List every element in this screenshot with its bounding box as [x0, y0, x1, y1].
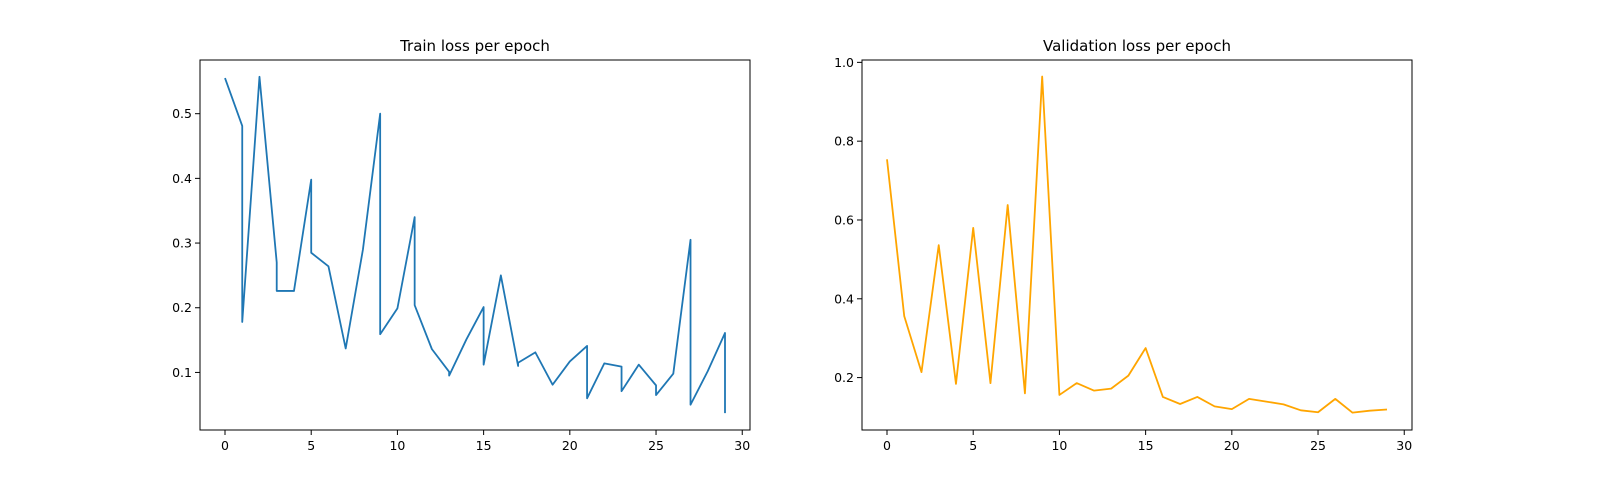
validation-loss-chart: Validation loss per epoch 0 5 10 15 20 25 30 0.… [834, 37, 1413, 453]
x-tick-label: 30 [1396, 438, 1412, 453]
y-tick-label: 0.4 [172, 171, 192, 186]
y-tick-label: 0.2 [172, 300, 192, 315]
chart-title: Train loss per epoch [399, 37, 550, 55]
y-tick-label: 0.8 [834, 134, 854, 149]
x-tick-label: 10 [1051, 438, 1067, 453]
chart-title: Validation loss per epoch [1043, 37, 1231, 55]
y-tick-label: 1.0 [834, 55, 854, 70]
plot-area [861, 59, 1413, 431]
y-tick-label: 0.6 [834, 212, 854, 227]
x-tick-label: 25 [648, 438, 664, 453]
x-tick-label: 15 [1138, 438, 1154, 453]
y-tick-label: 0.2 [834, 370, 854, 385]
y-tick-label: 0.3 [172, 236, 192, 251]
x-tick-label: 0 [883, 438, 891, 453]
x-tick-label: 0 [221, 438, 229, 453]
x-tick-label: 5 [969, 438, 977, 453]
y-tick-label: 0.5 [172, 106, 192, 121]
x-tick-label: 15 [476, 438, 492, 453]
x-tick-label: 25 [1310, 438, 1326, 453]
series-line [886, 75, 1388, 414]
x-tick-label: 20 [562, 438, 578, 453]
x-tick-label: 30 [734, 438, 750, 453]
x-tick-label: 5 [307, 438, 315, 453]
series-line [224, 75, 726, 414]
y-tick-label: 0.1 [172, 365, 192, 380]
y-tick-label: 0.4 [834, 291, 854, 306]
plot-area [199, 59, 751, 431]
train-loss-chart: Train loss per epoch 0 5 10 15 20 25 30 0.1 0.2 0… [172, 37, 751, 453]
x-tick-label: 10 [389, 438, 405, 453]
x-tick-label: 20 [1224, 438, 1240, 453]
